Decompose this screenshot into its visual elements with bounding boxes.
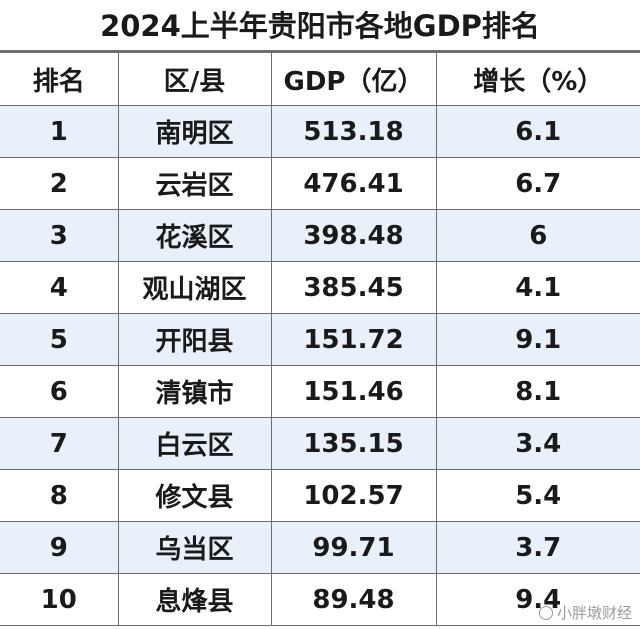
cell-region: 清镇市: [117, 365, 272, 418]
table-row: 7 白云区 135.15 3.4: [0, 417, 640, 470]
cell-rank: 4: [0, 261, 119, 314]
table-row: 5 开阳县 151.72 9.1: [0, 313, 640, 366]
cell-gdp: 385.45: [270, 261, 437, 314]
cell-region: 观山湖区: [117, 261, 272, 314]
cell-growth: 6.7: [435, 157, 640, 210]
watermark-text: 小胖墩财经: [556, 604, 632, 622]
cell-growth: 3.4: [435, 417, 640, 470]
gdp-ranking-table: 排名 区/县 GDP（亿） 增长（%） 1 南明区 513.18 6.1 2 云岩区 476…: [0, 52, 640, 626]
cell-growth: 4.1: [435, 261, 640, 314]
cell-region: 花溪区: [117, 209, 272, 262]
table-title: 2024上半年贵阳市各地GDP排名: [0, 0, 640, 52]
column-header-gdp: GDP（亿）: [270, 52, 437, 106]
cell-region: 云岩区: [117, 157, 272, 210]
cell-growth: 9.1: [435, 313, 640, 366]
cell-growth: 9.4: [435, 573, 640, 626]
cell-rank: 9: [0, 521, 119, 574]
cell-rank: 2: [0, 157, 119, 210]
table-row: 9 乌当区 99.71 3.7: [0, 521, 640, 574]
column-header-rank: 排名: [0, 52, 119, 106]
header-row: 排名 区/县 GDP（亿） 增长（%）: [0, 52, 640, 106]
watermark: 小胖墩财经: [538, 602, 632, 623]
table-row: 10 息烽县 89.48 9.4: [0, 573, 640, 626]
cell-growth: 8.1: [435, 365, 640, 418]
cell-region: 乌当区: [117, 521, 272, 574]
cell-growth: 3.7: [435, 521, 640, 574]
watermark-logo-icon: [538, 605, 553, 620]
table-row: 2 云岩区 476.41 6.7: [0, 157, 640, 210]
cell-rank: 7: [0, 417, 119, 470]
cell-gdp: 89.48: [270, 573, 437, 626]
cell-gdp: 513.18: [270, 105, 437, 158]
cell-gdp: 476.41: [270, 157, 437, 210]
cell-gdp: 398.48: [270, 209, 437, 262]
table-row: 3 花溪区 398.48 6: [0, 209, 640, 262]
cell-region: 开阳县: [117, 313, 272, 366]
cell-rank: 8: [0, 469, 119, 522]
cell-rank: 6: [0, 365, 119, 418]
cell-gdp: 102.57: [270, 469, 437, 522]
cell-rank: 3: [0, 209, 119, 262]
cell-region: 修文县: [117, 469, 272, 522]
cell-gdp: 151.72: [270, 313, 437, 366]
cell-region: 白云区: [117, 417, 272, 470]
cell-gdp: 99.71: [270, 521, 437, 574]
table-row: 1 南明区 513.18 6.1: [0, 105, 640, 158]
cell-growth: 6.1: [435, 105, 640, 158]
column-header-region: 区/县: [117, 52, 272, 106]
cell-region: 息烽县: [117, 573, 272, 626]
table-row: 8 修文县 102.57 5.4: [0, 469, 640, 522]
column-header-growth: 增长（%）: [435, 52, 640, 106]
cell-region: 南明区: [117, 105, 272, 158]
cell-growth: 6: [435, 209, 640, 262]
table-row: 6 清镇市 151.46 8.1: [0, 365, 640, 418]
table-row: 4 观山湖区 385.45 4.1: [0, 261, 640, 314]
cell-rank: 1: [0, 105, 119, 158]
cell-rank: 5: [0, 313, 119, 366]
cell-gdp: 151.46: [270, 365, 437, 418]
cell-growth: 5.4: [435, 469, 640, 522]
cell-gdp: 135.15: [270, 417, 437, 470]
table-body: 1 南明区 513.18 6.1 2 云岩区 476.41 6.7 3 花溪区 398.48 6 4 观山…: [0, 105, 640, 626]
cell-rank: 10: [0, 573, 119, 626]
